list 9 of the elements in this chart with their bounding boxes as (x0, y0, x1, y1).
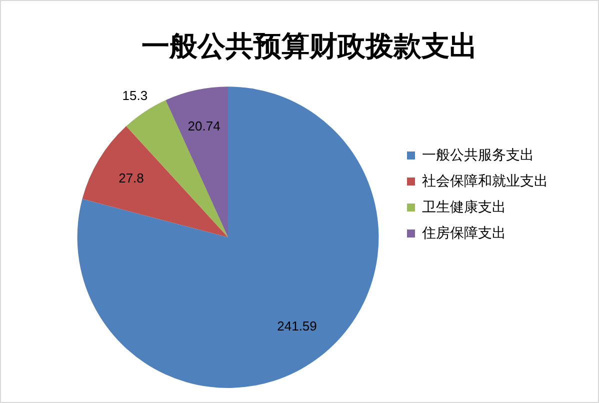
data-label: 15.3 (122, 88, 148, 104)
data-label: 20.74 (188, 118, 220, 134)
data-label: 27.8 (118, 170, 144, 186)
legend-label: 一般公共服务支出 (422, 146, 534, 162)
legend-label: 社会保障和就业支出 (422, 172, 548, 188)
legend-label: 住房保障支出 (421, 224, 506, 240)
data-label: 241.59 (277, 318, 317, 334)
legend-label: 卫生健康支出 (422, 198, 506, 214)
chart-title: 一般公共预算财政拨款支出 (142, 30, 478, 62)
